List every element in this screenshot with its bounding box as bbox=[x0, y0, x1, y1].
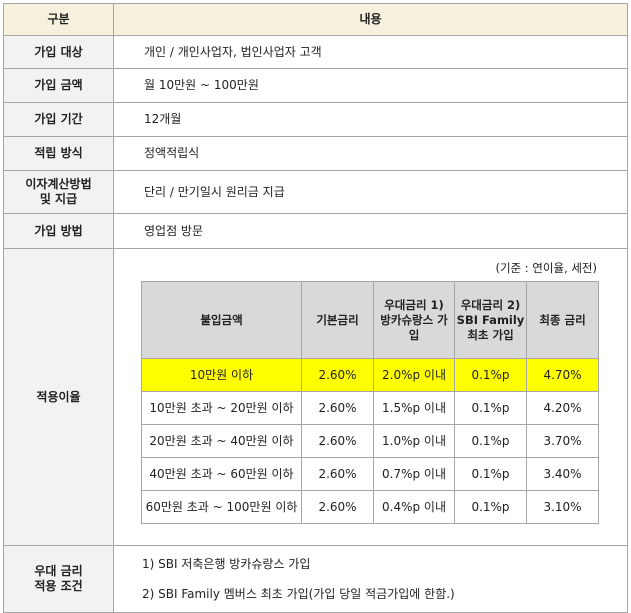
rate-data-cell: 0.1%p bbox=[454, 490, 527, 524]
rate-data-row: 40만원 초과 ~ 60만원 이하 2.60% 0.7%p 이내 0.1%p 3.40% bbox=[141, 457, 599, 491]
rate-data-cell: 2.60% bbox=[301, 490, 374, 524]
row-label: 가입 금액 bbox=[3, 68, 114, 103]
row-value: 12개월 bbox=[113, 102, 628, 137]
pref-row: 우대 금리 적용 조건 1) SBI 저축은행 방카슈랑스 가입 2) SBI Fa… bbox=[3, 545, 628, 613]
rate-body: 불입금액 기본금리 우대금리 1) 방카슈랑스 가 입 우대금리 2) SBI Fam… bbox=[141, 281, 599, 524]
rate-header-cell: 기본금리 bbox=[301, 281, 374, 359]
rate-data-cell: 10만원 이하 bbox=[141, 358, 302, 392]
rate-data-cell: 20만원 초과 ~ 40만원 이하 bbox=[141, 424, 302, 458]
row: 이자계산방법 및 지급 단리 / 만기일시 원리금 지급 bbox=[3, 170, 628, 214]
row-label: 우대 금리 적용 조건 bbox=[3, 545, 114, 613]
row-label: 가입 대상 bbox=[3, 35, 114, 69]
rate-data-cell: 4.70% bbox=[526, 358, 599, 392]
pref-item: 2) SBI Family 멤버스 최초 가입(가입 당일 적금가입에 한함.) bbox=[142, 587, 455, 601]
rate-data-cell: 1.5%p 이내 bbox=[373, 391, 455, 425]
rate-data-cell: 2.60% bbox=[301, 424, 374, 458]
rate-data-row: 60만원 초과 ~ 100만원 이하 2.60% 0.4%p 이내 0.1%p 3.10… bbox=[141, 490, 599, 524]
rate-data-cell: 2.60% bbox=[301, 358, 374, 392]
row-label: 적립 방식 bbox=[3, 136, 114, 171]
rate-data-cell: 4.20% bbox=[526, 391, 599, 425]
rate-header-cell: 우대금리 1) 방카슈랑스 가 입 bbox=[373, 281, 455, 359]
row: 가입 대상 개인 / 개인사업자, 법인사업자 고객 bbox=[3, 35, 628, 69]
rate-data-row: 20만원 초과 ~ 40만원 이하 2.60% 1.0%p 이내 0.1%p 3.70% bbox=[141, 424, 599, 458]
rate-row: 적용이율 (기준 : 연이율, 세전) 불입금액 기본금리 우대금리 1) 방카슈랑스 … bbox=[3, 248, 628, 546]
rate-header-cell: 불입금액 bbox=[141, 281, 302, 359]
row-label: 가입 방법 bbox=[3, 213, 114, 249]
rate-header: 불입금액 기본금리 우대금리 1) 방카슈랑스 가 입 우대금리 2) SBI Fam… bbox=[141, 281, 599, 359]
rate-header-cell: 최종 금리 bbox=[526, 281, 599, 359]
rate-data-cell: 0.1%p bbox=[454, 457, 527, 491]
row-label: 가입 기간 bbox=[3, 102, 114, 137]
pref-cell: 1) SBI 저축은행 방카슈랑스 가입 2) SBI Family 멤버스 최초… bbox=[113, 545, 628, 613]
row: 가입 방법 영업점 방문 bbox=[3, 213, 628, 249]
row: 가입 기간 12개월 bbox=[3, 102, 628, 137]
info-table: 구분 내용 가입 대상 개인 / 개인사업자, 법인사업자 고객 가입 금액 월 10만원… bbox=[3, 3, 628, 613]
rate-data-cell: 1.0%p 이내 bbox=[373, 424, 455, 458]
row: 가입 금액 월 10만원 ~ 100만원 bbox=[3, 68, 628, 103]
rate-data-cell: 3.10% bbox=[526, 490, 599, 524]
rate-data-cell: 0.1%p bbox=[454, 391, 527, 425]
rate-data-cell: 2.60% bbox=[301, 391, 374, 425]
row-value: 영업점 방문 bbox=[113, 213, 628, 249]
header-cell: 내용 bbox=[113, 3, 628, 36]
row-value: 단리 / 만기일시 원리금 지급 bbox=[113, 170, 628, 214]
rate-data-cell: 60만원 초과 ~ 100만원 이하 bbox=[141, 490, 302, 524]
rate-data-cell: 3.40% bbox=[526, 457, 599, 491]
rate-data-cell: 2.0%p 이내 bbox=[373, 358, 455, 392]
rate-data-cell: 10만원 초과 ~ 20만원 이하 bbox=[141, 391, 302, 425]
rate-data-cell: 0.7%p 이내 bbox=[373, 457, 455, 491]
row-label: 적용이율 bbox=[3, 248, 114, 546]
rate-data-cell: 40만원 초과 ~ 60만원 이하 bbox=[141, 457, 302, 491]
rate-header-cell: 우대금리 2) SBI Family 최초 가입 bbox=[454, 281, 527, 359]
pref-item: 1) SBI 저축은행 방카슈랑스 가입 bbox=[142, 557, 311, 571]
row-value: 월 10만원 ~ 100만원 bbox=[113, 68, 628, 103]
rate-data-row: 10만원 이하 2.60% 2.0%p 이내 0.1%p 4.70% bbox=[141, 358, 599, 392]
rate-data-cell: 0.1%p bbox=[454, 358, 527, 392]
row-value: 개인 / 개인사업자, 법인사업자 고객 bbox=[113, 35, 628, 69]
row-label: 이자계산방법 및 지급 bbox=[3, 170, 114, 214]
header-cell: 구분 bbox=[3, 3, 114, 36]
rate-data-row: 10만원 초과 ~ 20만원 이하 2.60% 1.5%p 이내 0.1%p 4.20% bbox=[141, 391, 599, 425]
rate-note: (기준 : 연이율, 세전) bbox=[495, 261, 597, 275]
row-value: 정액적립식 bbox=[113, 136, 628, 171]
rate-table: 불입금액 기본금리 우대금리 1) 방카슈랑스 가 입 우대금리 2) SBI Fam… bbox=[141, 281, 599, 524]
row: 적립 방식 정액적립식 bbox=[3, 136, 628, 171]
rate-data-cell: 0.1%p bbox=[454, 424, 527, 458]
header-row: 구분 내용 bbox=[3, 3, 628, 36]
rate-data-cell: 2.60% bbox=[301, 457, 374, 491]
rate-data-cell: 0.4%p 이내 bbox=[373, 490, 455, 524]
rate-data-cell: 3.70% bbox=[526, 424, 599, 458]
